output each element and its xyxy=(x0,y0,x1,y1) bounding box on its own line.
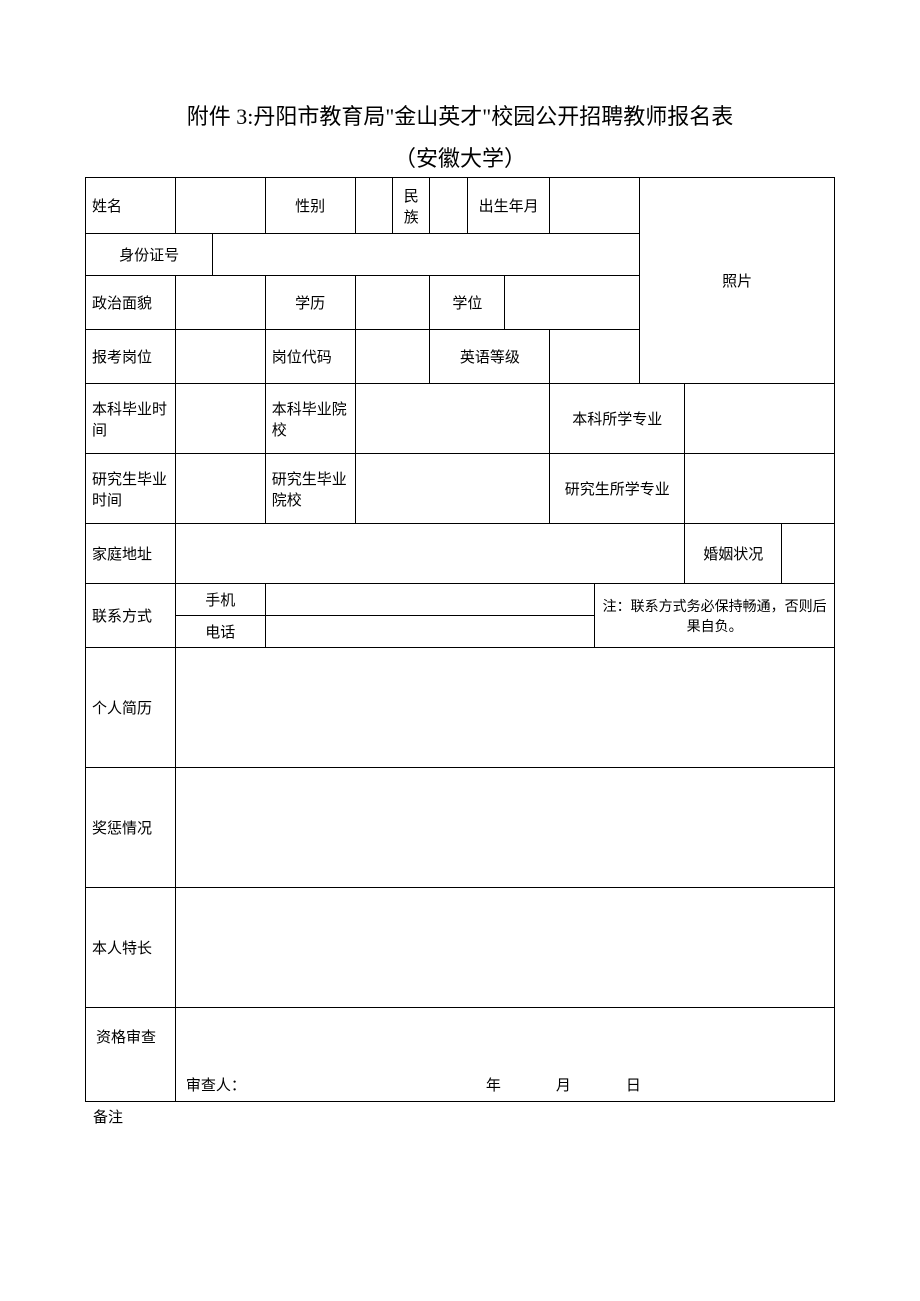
application-form-table: 姓名 性别 民族 出生年月 照片 身份证号 政治面貌 学历 学位 报考岗位 岗位… xyxy=(85,177,835,1102)
label-degree: 学位 xyxy=(430,276,505,330)
value-mobile[interactable] xyxy=(265,584,595,616)
label-photo: 照片 xyxy=(640,178,835,384)
value-undergrad-major[interactable] xyxy=(685,384,835,454)
label-education: 学历 xyxy=(265,276,355,330)
value-id-number[interactable] xyxy=(213,234,640,276)
value-grad-major[interactable] xyxy=(685,454,835,524)
label-specialty: 本人特长 xyxy=(86,888,176,1008)
value-home-address[interactable] xyxy=(175,524,684,584)
label-grad-major: 研究生所学专业 xyxy=(550,454,685,524)
label-ethnicity: 民族 xyxy=(393,178,430,234)
value-degree[interactable] xyxy=(505,276,640,330)
label-mobile: 手机 xyxy=(175,584,265,616)
label-political-status: 政治面貌 xyxy=(86,276,176,330)
label-contact: 联系方式 xyxy=(86,584,176,648)
label-gender: 性别 xyxy=(265,178,355,234)
value-resume[interactable] xyxy=(175,648,834,768)
value-audit-month[interactable] xyxy=(516,1074,556,1095)
value-audit-year[interactable] xyxy=(436,1074,486,1095)
value-marital-status[interactable] xyxy=(782,524,835,584)
label-exam-position: 报考岗位 xyxy=(86,330,176,384)
contact-note: 注：联系方式务必保持畅通，否则后果自负。 xyxy=(595,584,835,648)
label-month: 月 xyxy=(556,1074,586,1095)
qualification-label-text: 资格审查 xyxy=(96,1026,156,1047)
value-specialty[interactable] xyxy=(175,888,834,1008)
value-grad-school[interactable] xyxy=(355,454,550,524)
value-birth-date[interactable] xyxy=(550,178,640,234)
value-name[interactable] xyxy=(175,178,265,234)
label-year: 年 xyxy=(486,1074,516,1095)
label-home-address: 家庭地址 xyxy=(86,524,176,584)
label-phone: 电话 xyxy=(175,616,265,648)
value-political-status[interactable] xyxy=(175,276,265,330)
value-auditor-name[interactable] xyxy=(256,1074,436,1095)
value-ethnicity[interactable] xyxy=(430,178,467,234)
value-gender[interactable] xyxy=(355,178,392,234)
label-marital-status: 婚姻状况 xyxy=(685,524,782,584)
label-remark: 备注 xyxy=(85,1102,835,1131)
label-english-level: 英语等级 xyxy=(430,330,550,384)
label-birth-date: 出生年月 xyxy=(467,178,549,234)
label-grad-school: 研究生毕业院校 xyxy=(265,454,355,524)
value-position-code[interactable] xyxy=(355,330,430,384)
label-grad-time: 研究生毕业时间 xyxy=(86,454,176,524)
label-auditor: 审查人： xyxy=(186,1074,256,1095)
label-qualification: 资格审查 xyxy=(86,1008,176,1102)
label-undergrad-major: 本科所学专业 xyxy=(550,384,685,454)
value-education[interactable] xyxy=(355,276,430,330)
document-subtitle: （安徽大学） xyxy=(85,141,835,173)
label-name: 姓名 xyxy=(86,178,176,234)
label-id-number: 身份证号 xyxy=(86,234,213,276)
audit-area: 审查人： 年 月 日 xyxy=(175,1008,834,1102)
value-audit-day[interactable] xyxy=(586,1074,626,1095)
value-phone[interactable] xyxy=(265,616,595,648)
value-rewards[interactable] xyxy=(175,768,834,888)
document-title: 附件 3:丹阳市教育局"金山英才"校园公开招聘教师报名表 xyxy=(85,100,835,133)
value-english-level[interactable] xyxy=(550,330,640,384)
label-resume: 个人简历 xyxy=(86,648,176,768)
value-grad-time[interactable] xyxy=(175,454,265,524)
label-undergrad-time: 本科毕业时间 xyxy=(86,384,176,454)
label-rewards: 奖惩情况 xyxy=(86,768,176,888)
label-day: 日 xyxy=(626,1074,656,1095)
label-undergrad-school: 本科毕业院校 xyxy=(265,384,355,454)
value-undergrad-school[interactable] xyxy=(355,384,550,454)
value-undergrad-time[interactable] xyxy=(175,384,265,454)
value-exam-position[interactable] xyxy=(175,330,265,384)
label-position-code: 岗位代码 xyxy=(265,330,355,384)
